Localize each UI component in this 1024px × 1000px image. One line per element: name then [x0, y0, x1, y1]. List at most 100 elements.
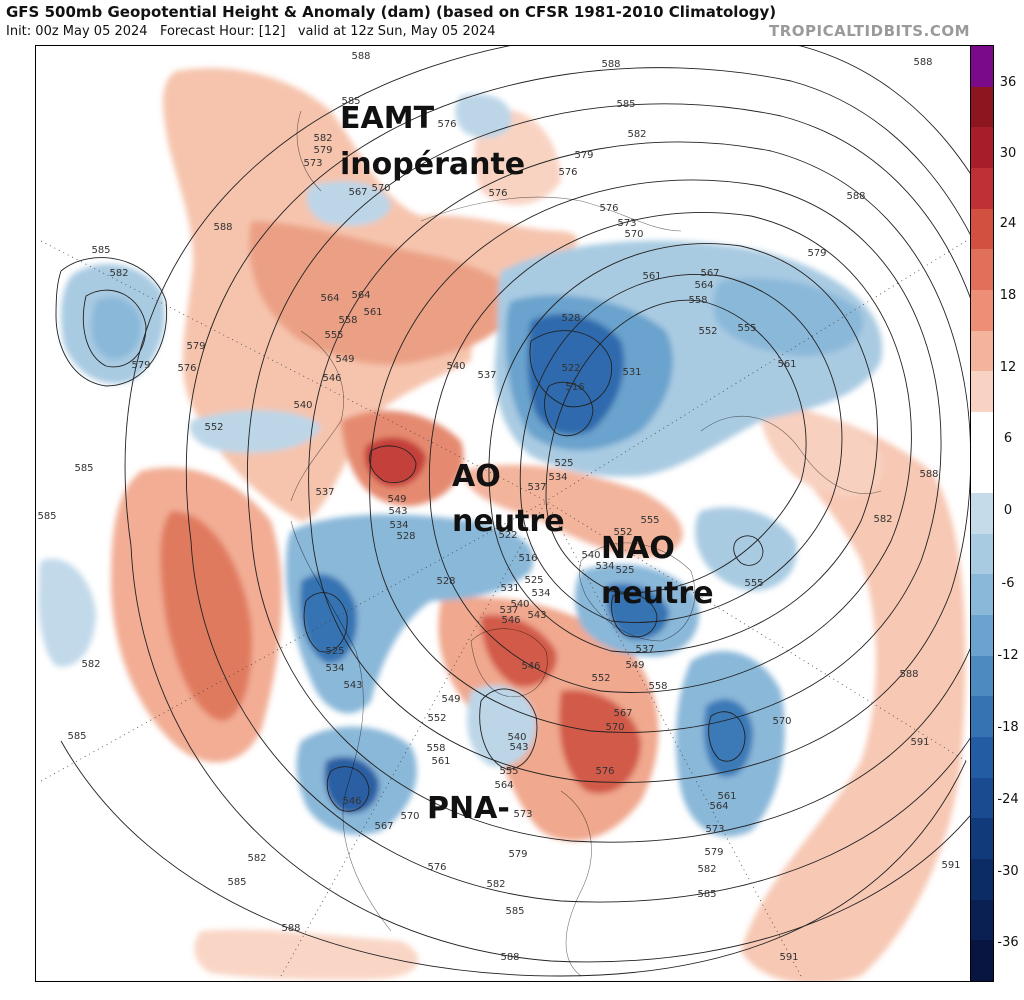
forecast-hour-label: Forecast Hour: [12] — [159, 24, 286, 39]
anomaly-negative-greenland-core — [605, 583, 669, 640]
colorbar-tick-label: -6 — [1001, 576, 1015, 591]
contour-label: 558 — [426, 743, 445, 754]
anomaly-negative-gulf-alaska-core — [300, 574, 357, 664]
contour-low-gulf — [303, 592, 348, 653]
colorbar-segment — [971, 940, 993, 982]
contour-label: 549 — [387, 494, 406, 505]
contour-label: 555 — [640, 515, 659, 526]
colorbar-segment — [971, 696, 993, 738]
anomaly-positive-canada-core — [364, 437, 426, 487]
contour-label: 546 — [521, 661, 540, 672]
coastline-east-us — [560, 790, 592, 977]
contour-label: 543 — [509, 742, 528, 753]
contour-label: 552 — [427, 713, 446, 724]
graticule — [40, 240, 967, 977]
contour-label: 591 — [941, 860, 960, 871]
nao-status-label: neutre — [601, 576, 714, 611]
contour-label: 576 — [437, 119, 456, 130]
contour-label: 555 — [744, 578, 763, 589]
coastline-north-america-west — [290, 520, 392, 932]
anomaly-negative-scandinavia — [695, 507, 797, 591]
colorbar-segment — [971, 208, 993, 250]
contour-label: 564 — [694, 280, 713, 291]
colorbar-tick-label: 6 — [1003, 431, 1013, 446]
contour-label: 582 — [873, 514, 892, 525]
contour-label: 531 — [622, 367, 641, 378]
contour-label: 579 — [131, 360, 150, 371]
contour-label: 546 — [322, 373, 341, 384]
contour-label: 558 — [648, 681, 667, 692]
contour-label: 555 — [324, 330, 343, 341]
anomaly-negative-small-pacific — [189, 410, 321, 453]
contour-label: 534 — [595, 561, 614, 572]
contour-label: 543 — [343, 680, 362, 691]
colorbar-segment — [971, 371, 993, 413]
contour-label: 534 — [548, 472, 567, 483]
contour-label: 516 — [518, 553, 537, 564]
contour-label: 537 — [315, 487, 334, 498]
meridian-5 — [280, 500, 547, 977]
contour-label: 573 — [617, 218, 636, 229]
contour-label: 549 — [625, 660, 644, 671]
contour-label: 579 — [574, 150, 593, 161]
contour-label: 576 — [177, 363, 196, 374]
coastline-greenland — [579, 542, 695, 642]
colorbar-segment — [971, 330, 993, 372]
contour-label: 555 — [499, 766, 518, 777]
ao-status-label: neutre — [452, 504, 565, 539]
contour-label: 543 — [527, 610, 546, 621]
colorbar-segment — [971, 127, 993, 169]
colorbar-segment — [971, 655, 993, 697]
contour-label: 525 — [615, 565, 634, 576]
contour-label: 552 — [613, 527, 632, 538]
contour-label: 537 — [477, 370, 496, 381]
colorbar-segment — [971, 411, 993, 453]
contour-label: 540 — [581, 550, 600, 561]
map-panel: 588 588 588 585 585 576 582 582 579 579 573 576 570 5… — [35, 45, 972, 982]
anomaly-negative-north-atlantic-core — [703, 699, 753, 777]
colorbar-tick-label: -30 — [997, 864, 1019, 879]
contour-label: 564 — [320, 293, 339, 304]
coastline-alaska — [290, 330, 344, 502]
colorbar-segment — [971, 533, 993, 575]
contour-label: 528 — [436, 576, 455, 587]
colorbar-segment — [971, 574, 993, 616]
contour-label: 573 — [705, 824, 724, 835]
contour-label: 552 — [204, 422, 223, 433]
contour-label: 585 — [37, 511, 56, 522]
anomaly-negative-north-siberia — [455, 94, 512, 138]
contour-label: 546 — [342, 796, 361, 807]
contour-label: 522 — [498, 530, 517, 541]
contour-label: 534 — [325, 663, 344, 674]
contour-label: 585 — [505, 906, 524, 917]
contour-high-canada — [369, 445, 417, 483]
contour-label: 516 — [565, 382, 584, 393]
colorbar-segment — [971, 899, 993, 941]
contour-ring-5 — [369, 179, 942, 733]
contour-label: 585 — [74, 463, 93, 474]
colorbar-segment — [971, 86, 993, 128]
anomaly-positive-atlantic — [741, 401, 966, 981]
contour-label: 558 — [338, 315, 357, 326]
contour-label: 576 — [599, 203, 618, 214]
coastline-siberia — [420, 196, 682, 232]
contour-label: 588 — [919, 469, 938, 480]
contour-label: 588 — [213, 222, 232, 233]
colorbar-segment — [971, 289, 993, 332]
contour-label: 540 — [446, 361, 465, 372]
contour-label: 588 — [601, 59, 620, 70]
anomaly-positive-hudson-core — [481, 615, 557, 687]
contour-label: 588 — [899, 669, 918, 680]
anomaly-positive-arctic-band — [461, 464, 683, 557]
contour-label: 588 — [500, 952, 519, 963]
contour-label: 540 — [510, 599, 529, 610]
contour-label: 561 — [431, 756, 450, 767]
colorbar-tick-label: -18 — [997, 720, 1019, 735]
contour-label: 549 — [441, 694, 460, 705]
contour-label: 561 — [717, 791, 736, 802]
contour-label: 579 — [508, 849, 527, 860]
contour-label: 576 — [427, 862, 446, 873]
colorbar-tick-label: 24 — [999, 216, 1017, 231]
contour-label: 537 — [499, 605, 518, 616]
